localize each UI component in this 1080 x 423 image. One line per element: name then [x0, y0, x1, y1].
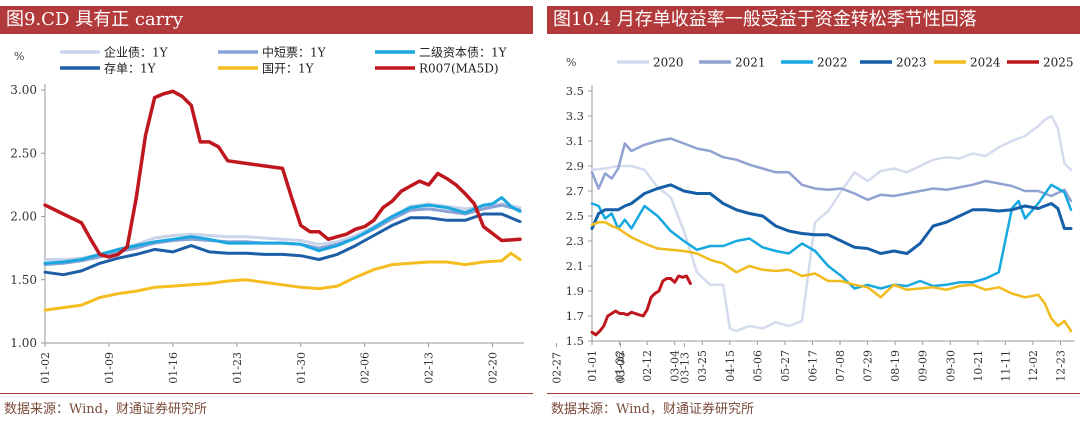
x-tick-label: 01-01 — [586, 350, 599, 382]
chart-title: 图10.4 月存单收益率一般受益于资金转松季节性回落 — [553, 9, 977, 30]
y-tick-label: 1.5 — [566, 334, 584, 348]
x-tick-label: 05-06 — [751, 350, 764, 382]
series-line — [590, 114, 1073, 333]
x-tick-label: 01-09 — [103, 352, 116, 384]
y-tick-label: 1.50 — [10, 273, 37, 287]
y-tick-label: 2.9 — [566, 159, 584, 173]
x-tick-label: 10-21 — [972, 350, 985, 382]
divider — [0, 393, 533, 394]
line-chart-right: % 1.5 1.7 1.9 2.1 2.3 2.5 2.7 2.9 3.1 3.3 3.5 01-01 0… — [566, 56, 1075, 382]
line-chart-left: % 1.00 1.50 2.00 2.50 3.00 01-02 01-09 01-16 01-2… — [10, 45, 691, 384]
x-tick-label: 12-02 — [1027, 350, 1040, 382]
series-line — [590, 220, 1073, 333]
x-tick-label: 03-04 — [669, 350, 682, 382]
series-line — [590, 137, 1073, 203]
legend-label: 2020 — [653, 56, 684, 70]
divider — [547, 393, 1080, 394]
y-tick-label: 3.3 — [566, 109, 584, 123]
title-bar: 图9.CD 具有正 carry — [0, 6, 533, 34]
x-tick-label: 03-13 — [678, 352, 691, 384]
series-line — [43, 212, 522, 277]
series-line — [590, 183, 1073, 255]
legend-label: 中短票：1Y — [262, 45, 327, 60]
legend-label: 2025 — [1043, 56, 1074, 70]
y-tick-label: 2.7 — [566, 184, 584, 198]
x-tick-label: 03-25 — [696, 350, 709, 382]
series-line — [43, 89, 522, 259]
y-tick-label: 2.5 — [566, 209, 584, 223]
legend-label: 存单：1Y — [104, 62, 157, 76]
x-tick-label: 02-27 — [551, 352, 564, 384]
x-tick-label: 01-16 — [167, 352, 180, 384]
y-tick-label: 1.9 — [566, 284, 584, 298]
y-tick-label: 3.00 — [10, 83, 37, 97]
x-tick-label: 02-12 — [641, 350, 654, 382]
x-tick-label: 09-09 — [917, 350, 930, 382]
x-tick-label: 02-13 — [423, 352, 436, 384]
x-tick-label: 04-15 — [724, 350, 737, 382]
x-tick-label: 01-02 — [39, 352, 52, 384]
x-tick-label: 01-30 — [295, 352, 308, 384]
series-line — [43, 251, 522, 312]
source-note: 数据来源：Wind，财通证券研究所 — [551, 402, 754, 417]
y-tick-label: 3.1 — [566, 134, 584, 148]
x-tick-label: 12-23 — [1055, 350, 1068, 382]
x-tick-label: 07-29 — [862, 350, 875, 382]
y-unit-label: % — [14, 50, 24, 63]
source-note: 数据来源：Wind，财通证券研究所 — [4, 402, 207, 417]
series-line — [590, 274, 692, 337]
legend-label: 2023 — [896, 56, 927, 70]
y-tick-label: 2.50 — [10, 146, 37, 160]
x-tick-label: 07-08 — [834, 350, 847, 382]
x-tick-label: 02-06 — [359, 352, 372, 384]
legend-label: 企业债：1Y — [104, 45, 169, 60]
y-tick-label: 2.1 — [566, 259, 584, 273]
x-tick-label: 01-22 — [614, 350, 627, 382]
chart-title: 图9.CD 具有正 carry — [6, 9, 184, 30]
legend-label: 2024 — [970, 56, 1001, 70]
x-tick-label: 03-06 — [614, 352, 627, 384]
x-tick-label: 01-23 — [231, 352, 244, 384]
x-tick-label: 02-20 — [487, 352, 500, 384]
y-tick-label: 1.00 — [10, 336, 37, 350]
x-tick-label: 05-27 — [779, 350, 792, 382]
x-tick-label: 06-17 — [806, 350, 819, 382]
x-tick-label: 08-19 — [889, 350, 902, 382]
y-tick-label: 3.5 — [566, 84, 584, 98]
y-unit-label: % — [566, 56, 576, 69]
series-line — [43, 196, 522, 265]
title-bar: 图10.4 月存单收益率一般受益于资金转松季节性回落 — [547, 6, 1080, 34]
legend-label: 二级资本债：1Y — [419, 46, 508, 60]
legend-label: 2022 — [817, 56, 848, 70]
legend-label: 2021 — [735, 56, 766, 70]
legend-label: 国开：1Y — [262, 62, 315, 76]
y-tick-label: 1.7 — [566, 309, 584, 323]
chart-panel-left: 图9.CD 具有正 carry % 1.00 1.50 2.00 2.50 3.00 01-… — [0, 0, 691, 423]
x-tick-label: 09-30 — [944, 350, 957, 382]
x-tick-label: 11-11 — [999, 350, 1012, 382]
chart-panel-right: 图10.4 月存单收益率一般受益于资金转松季节性回落 % 1.5 1.7 1.9 2.1… — [547, 0, 1080, 423]
legend-label: R007(MA5D) — [419, 62, 499, 76]
y-tick-label: 2.00 — [10, 210, 37, 224]
y-tick-label: 2.3 — [566, 234, 584, 248]
